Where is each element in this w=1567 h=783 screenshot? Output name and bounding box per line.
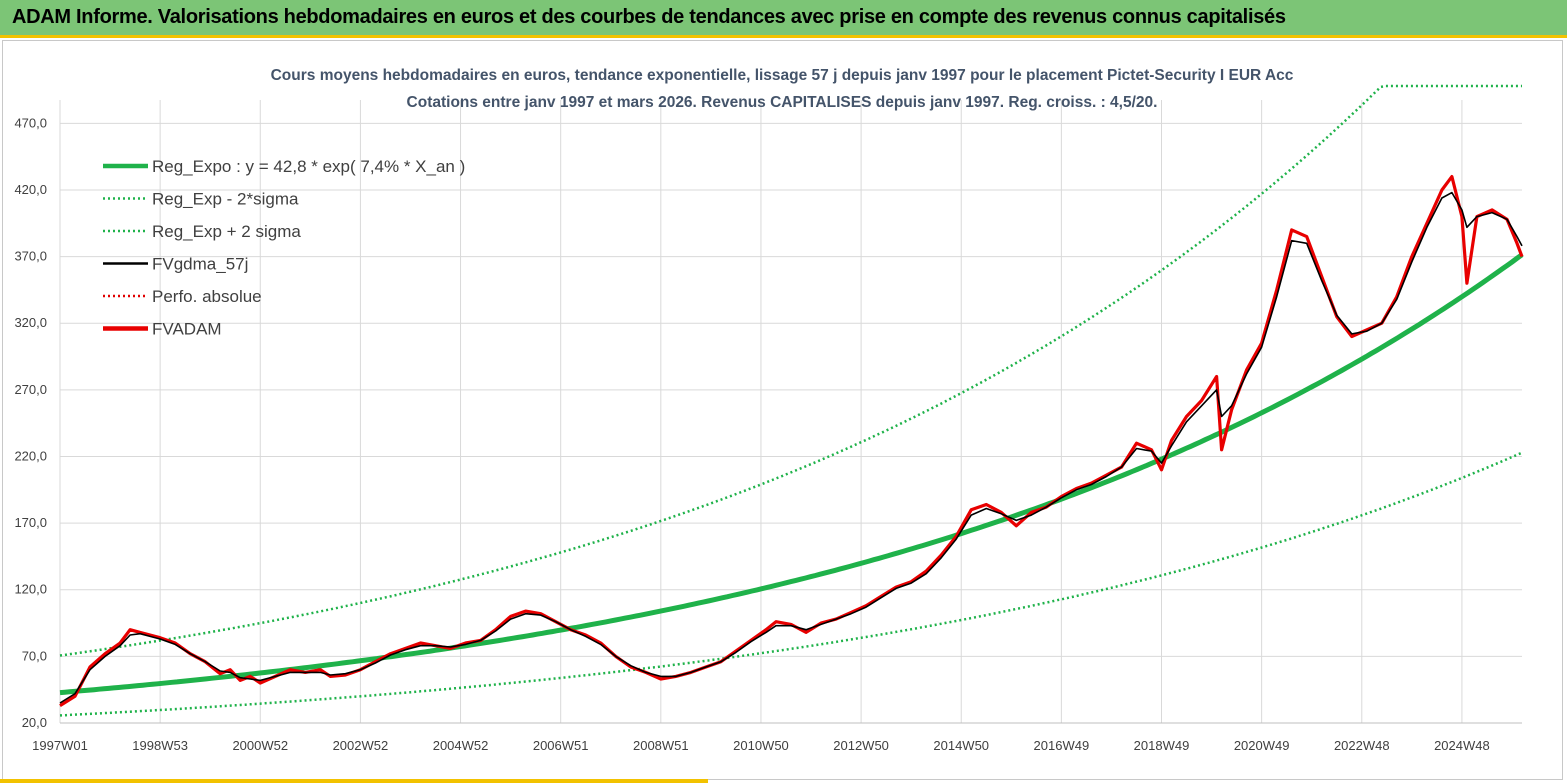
y-tick-label: 170,0 [14,515,47,530]
x-tick-label: 2008W51 [633,738,689,753]
chart-subtitle: Cotations entre janv 1997 et mars 2026. … [407,94,1158,111]
series-reg-exp-plus-2sigma [59,84,1522,657]
chart-legend: Reg_Expo : y = 42,8 * exp( 7,4% * X_an )… [103,157,465,339]
y-tick-label: 220,0 [14,448,47,463]
x-tick-label: 2012W50 [833,738,889,753]
chart-grid [59,100,1522,724]
y-tick-label: 20,0 [22,715,47,730]
y-tick-label: 270,0 [14,382,47,397]
y-tick-label: 70,0 [22,648,47,663]
y-tick-label: 420,0 [14,182,47,197]
series-fvgdma-57j [59,191,1523,704]
x-tick-label: 2000W52 [232,738,288,753]
bottom-accent-bar [0,779,708,783]
x-tick-label: 2002W52 [333,738,389,753]
chart-title: Cours moyens hebdomadaires en euros, ten… [271,67,1294,84]
legend-label: Reg_Exp + 2 sigma [152,222,301,241]
y-tick-label: 370,0 [14,249,47,264]
x-tick-label: 1998W53 [132,738,188,753]
x-tick-label: 2010W50 [733,738,789,753]
y-tick-label: 470,0 [14,115,47,130]
x-tick-label: 2016W49 [1034,738,1090,753]
x-tick-label: 2022W48 [1334,738,1390,753]
title-banner: ADAM Informe. Valorisations hebdomadaire… [0,0,1567,38]
chart-frame [2,40,1563,780]
y-tick-label: 120,0 [14,582,47,597]
x-tick-label: 2004W52 [433,738,489,753]
y-axis-ticks: 20,0 70,0 120,0 170,0 220,0 270,0 320,0 370,0 42… [14,115,47,730]
x-tick-label: 2020W49 [1234,738,1290,753]
series-reg-expo [59,252,1524,696]
chart-series [59,84,1524,717]
x-tick-label: 2024W48 [1434,738,1490,753]
x-tick-label: 1997W01 [32,738,88,753]
legend-label: Perfo. absolue [152,287,262,306]
x-axis-ticks: 1997W01 1998W53 2000W52 2002W52 2004W52 2006W… [32,738,1490,753]
y-tick-label: 320,0 [14,315,47,330]
legend-label: Reg_Expo : y = 42,8 * exp( 7,4% * X_an ) [152,157,465,176]
banner-title: ADAM Informe. Valorisations hebdomadaire… [12,6,1286,28]
legend-label: FVgdma_57j [152,255,248,274]
legend-label: Reg_Exp - 2*sigma [152,190,299,209]
x-tick-label: 2014W50 [933,738,989,753]
x-tick-label: 2018W49 [1134,738,1190,753]
x-tick-label: 2006W51 [533,738,589,753]
legend-label: FVADAM [152,320,222,339]
